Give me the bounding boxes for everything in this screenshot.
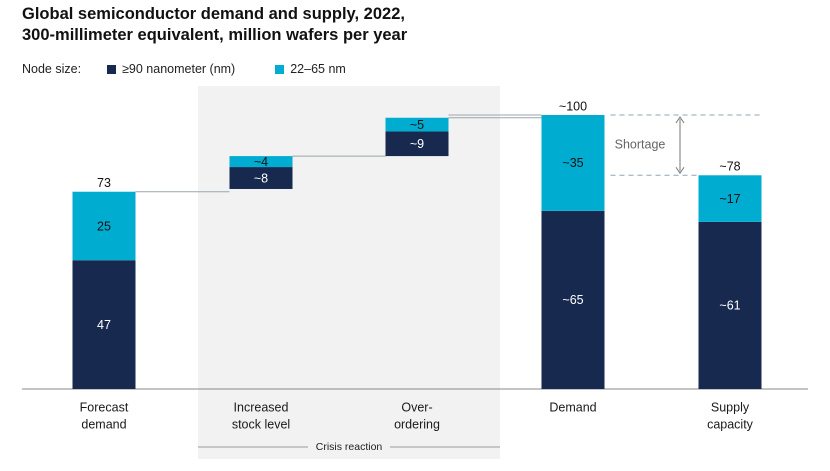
bar-forecast-22-65nm <box>72 191 136 261</box>
category-label-2-line2: ordering <box>394 417 440 431</box>
shortage-arrow-head-top <box>675 116 685 124</box>
shortage-arrow-head-bottom <box>675 167 685 175</box>
bar-demand-22-65nm <box>541 115 605 211</box>
crisis-reaction-label: Crisis reaction <box>316 441 383 453</box>
category-label-1-line1: Increased <box>234 400 289 414</box>
legend-swatch-90nm <box>107 64 117 74</box>
bar-demand-90nm-label: ~65 <box>562 293 583 307</box>
bar-stock-22-65nm <box>229 156 293 168</box>
bar-demand-90nm <box>541 210 605 389</box>
legend-item-90nm: ≥90 nanometer (nm) <box>107 62 235 76</box>
shortage-label: Shortage <box>615 137 666 151</box>
legend-item-22-65nm: 22–65 nm <box>275 62 346 76</box>
category-label-3-line1: Demand <box>549 400 596 414</box>
chart-title-line2: 300-millimeter equivalent, million wafer… <box>22 26 408 44</box>
bar-stock-22-65nm-label: ~4 <box>254 155 268 169</box>
total-label-0: 73 <box>97 176 111 190</box>
bar-stock-90nm <box>229 167 293 189</box>
bar-forecast-22-65nm-label: 25 <box>97 219 111 233</box>
bar-overorder-22-65nm-label: ~5 <box>410 118 424 132</box>
bar-overorder-90nm-label: ~9 <box>410 137 424 151</box>
bar-supply-90nm-label: ~61 <box>719 299 740 313</box>
bar-overorder-90nm <box>385 131 449 157</box>
legend-label: Node size: <box>22 62 82 76</box>
legend-text-90nm: ≥90 nanometer (nm) <box>122 62 236 76</box>
crisis-shade <box>198 86 500 459</box>
bar-forecast-90nm-label: 47 <box>97 318 111 332</box>
total-label-4: ~78 <box>719 160 740 174</box>
category-label-2-line1: Over- <box>401 400 432 414</box>
chart-title: Global semiconductor demand and supply, … <box>22 4 407 46</box>
bar-overorder-22-65nm <box>385 117 449 132</box>
category-label-0-line2: demand <box>81 417 126 431</box>
category-label-1-line2: stock level <box>232 417 290 431</box>
bar-forecast-90nm <box>72 260 136 389</box>
bar-supply-90nm <box>698 221 762 389</box>
category-label-0-line1: Forecast <box>80 400 129 414</box>
legend: Node size: ≥90 nanometer (nm) 22–65 nm <box>22 62 386 76</box>
bar-supply-22-65nm <box>698 175 762 222</box>
category-label-4-line2: capacity <box>707 417 754 431</box>
category-label-4-line1: Supply <box>711 400 750 414</box>
bar-stock-90nm-label: ~8 <box>254 171 268 185</box>
legend-text-22-65nm: 22–65 nm <box>290 62 346 76</box>
bar-supply-22-65nm-label: ~17 <box>719 192 740 206</box>
chart-title-line1: Global semiconductor demand and supply, … <box>22 5 405 23</box>
legend-swatch-22-65nm <box>275 64 285 74</box>
bar-demand-22-65nm-label: ~35 <box>562 156 583 170</box>
total-label-3: ~100 <box>559 99 587 113</box>
